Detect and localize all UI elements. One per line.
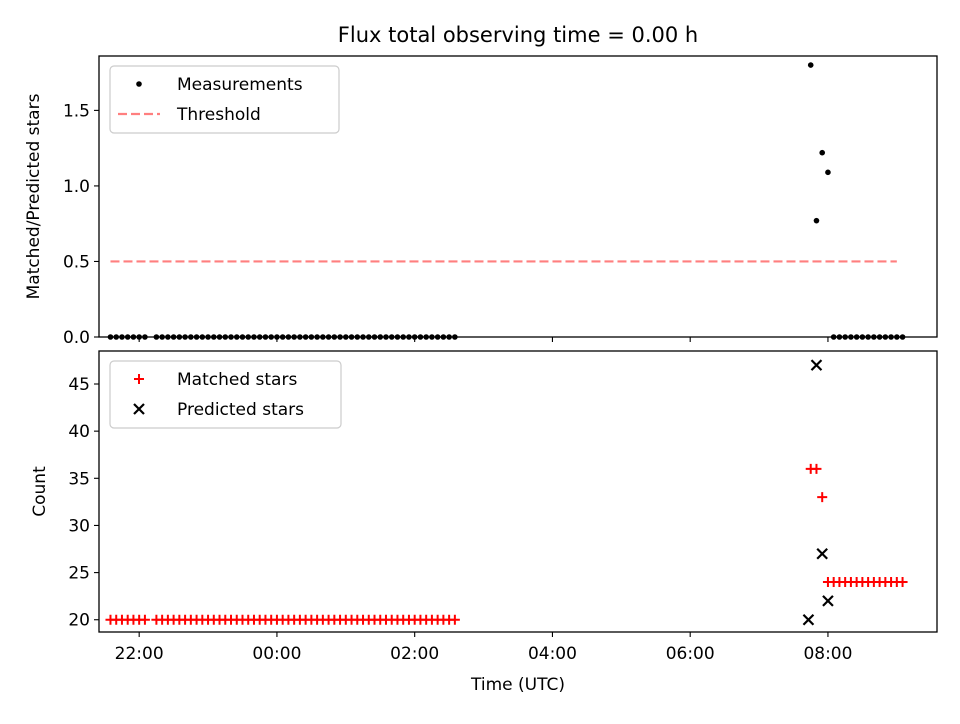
data-point bbox=[139, 614, 150, 625]
x-tick-label: 08:00 bbox=[803, 644, 852, 664]
x-axis-label: Time (UTC) bbox=[470, 675, 565, 695]
legend-marker bbox=[136, 81, 142, 87]
series-matched-stars bbox=[105, 463, 908, 625]
legend-label: Predicted stars bbox=[177, 400, 304, 420]
data-point bbox=[816, 547, 828, 560]
legend-label: Measurements bbox=[177, 75, 303, 95]
y-tick-label: 35 bbox=[68, 469, 90, 489]
y-tick-label: 1.0 bbox=[63, 177, 90, 197]
legend-label: Matched stars bbox=[177, 370, 297, 390]
data-point bbox=[825, 169, 831, 176]
chart-panel-1: 22:00 00:00 02:00 04:00 06:00 08:00 20 25 30 35 40… bbox=[30, 350, 938, 695]
legend: Matched stars Predicted stars bbox=[109, 360, 342, 429]
y-tick-label: 1.5 bbox=[63, 101, 90, 121]
y-tick-label: 20 bbox=[68, 611, 90, 631]
chart-title: Flux total observing time = 0.00 h bbox=[338, 23, 698, 47]
legend: Measurements Threshold bbox=[109, 65, 340, 134]
y-axis-label: Matched/Predicted stars bbox=[24, 93, 44, 299]
data-point bbox=[817, 492, 828, 503]
legend-box bbox=[109, 360, 342, 429]
data-point bbox=[802, 613, 815, 626]
data-point bbox=[897, 577, 908, 588]
plot-frame bbox=[98, 55, 938, 338]
data-point bbox=[449, 614, 460, 625]
plot-frame bbox=[98, 350, 938, 633]
x-tick-label: 02:00 bbox=[390, 644, 439, 664]
data-point bbox=[813, 217, 820, 224]
y-tick-label: 25 bbox=[68, 564, 90, 584]
data-point bbox=[822, 595, 834, 607]
x-tick-label: 00:00 bbox=[252, 644, 301, 664]
y-tick-label: 0.5 bbox=[63, 252, 90, 272]
data-point bbox=[811, 463, 822, 474]
y-tick-label: 0.0 bbox=[63, 328, 90, 348]
series-predicted-stars bbox=[802, 359, 834, 626]
legend-marker bbox=[133, 403, 145, 415]
y-tick-label: 40 bbox=[68, 422, 90, 442]
legend-label: Threshold bbox=[176, 105, 261, 125]
chart-panel-0: Flux total observing time = 0.00 h 0.0 0.5… bbox=[24, 23, 938, 348]
x-tick-label: 06:00 bbox=[666, 644, 715, 664]
data-point bbox=[810, 359, 823, 371]
x-tick-label: 04:00 bbox=[528, 644, 577, 664]
legend-box bbox=[109, 65, 340, 134]
y-tick-label: 30 bbox=[68, 516, 90, 536]
y-tick-label: 45 bbox=[68, 375, 90, 395]
legend-marker bbox=[134, 374, 144, 384]
data-point bbox=[807, 62, 814, 68]
y-axis-label: Count bbox=[30, 466, 50, 517]
x-tick-label: 22:00 bbox=[115, 644, 164, 664]
data-point bbox=[819, 149, 826, 156]
